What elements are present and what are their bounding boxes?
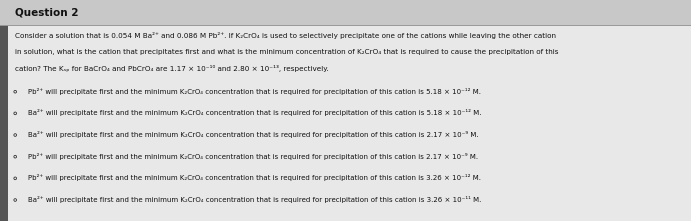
Text: Question 2: Question 2 (15, 8, 79, 18)
Text: Consider a solution that is 0.054 M Ba²⁺ and 0.086 M Pb²⁺. If K₂CrO₄ is used to : Consider a solution that is 0.054 M Ba²⁺… (15, 32, 556, 39)
Text: cation? The Kₛₚ for BaCrO₄ and PbCrO₄ are 1.17 × 10⁻¹⁰ and 2.80 × 10⁻¹³, respect: cation? The Kₛₚ for BaCrO₄ and PbCrO₄ ar… (15, 65, 329, 72)
FancyBboxPatch shape (0, 25, 8, 221)
Text: Pb²⁺ will precipitate first and the minimum K₂CrO₄ concentration that is require: Pb²⁺ will precipitate first and the mini… (28, 152, 477, 160)
Text: Ba²⁺ will precipitate first and the minimum K₂CrO₄ concentration that is require: Ba²⁺ will precipitate first and the mini… (28, 131, 478, 138)
Text: Ba²⁺ will precipitate first and the minimum K₂CrO₄ concentration that is require: Ba²⁺ will precipitate first and the mini… (28, 196, 481, 203)
Text: in solution, what is the cation that precipitates first and what is the minimum : in solution, what is the cation that pre… (15, 49, 559, 55)
Text: Pb²⁺ will precipitate first and the minimum K₂CrO₄ concentration that is require: Pb²⁺ will precipitate first and the mini… (28, 174, 481, 181)
FancyBboxPatch shape (0, 0, 691, 25)
Text: Ba²⁺ will precipitate first and the minimum K₂CrO₄ concentration that is require: Ba²⁺ will precipitate first and the mini… (28, 109, 481, 116)
Text: Pb²⁺ will precipitate first and the minimum K₂CrO₄ concentration that is require: Pb²⁺ will precipitate first and the mini… (28, 88, 481, 95)
